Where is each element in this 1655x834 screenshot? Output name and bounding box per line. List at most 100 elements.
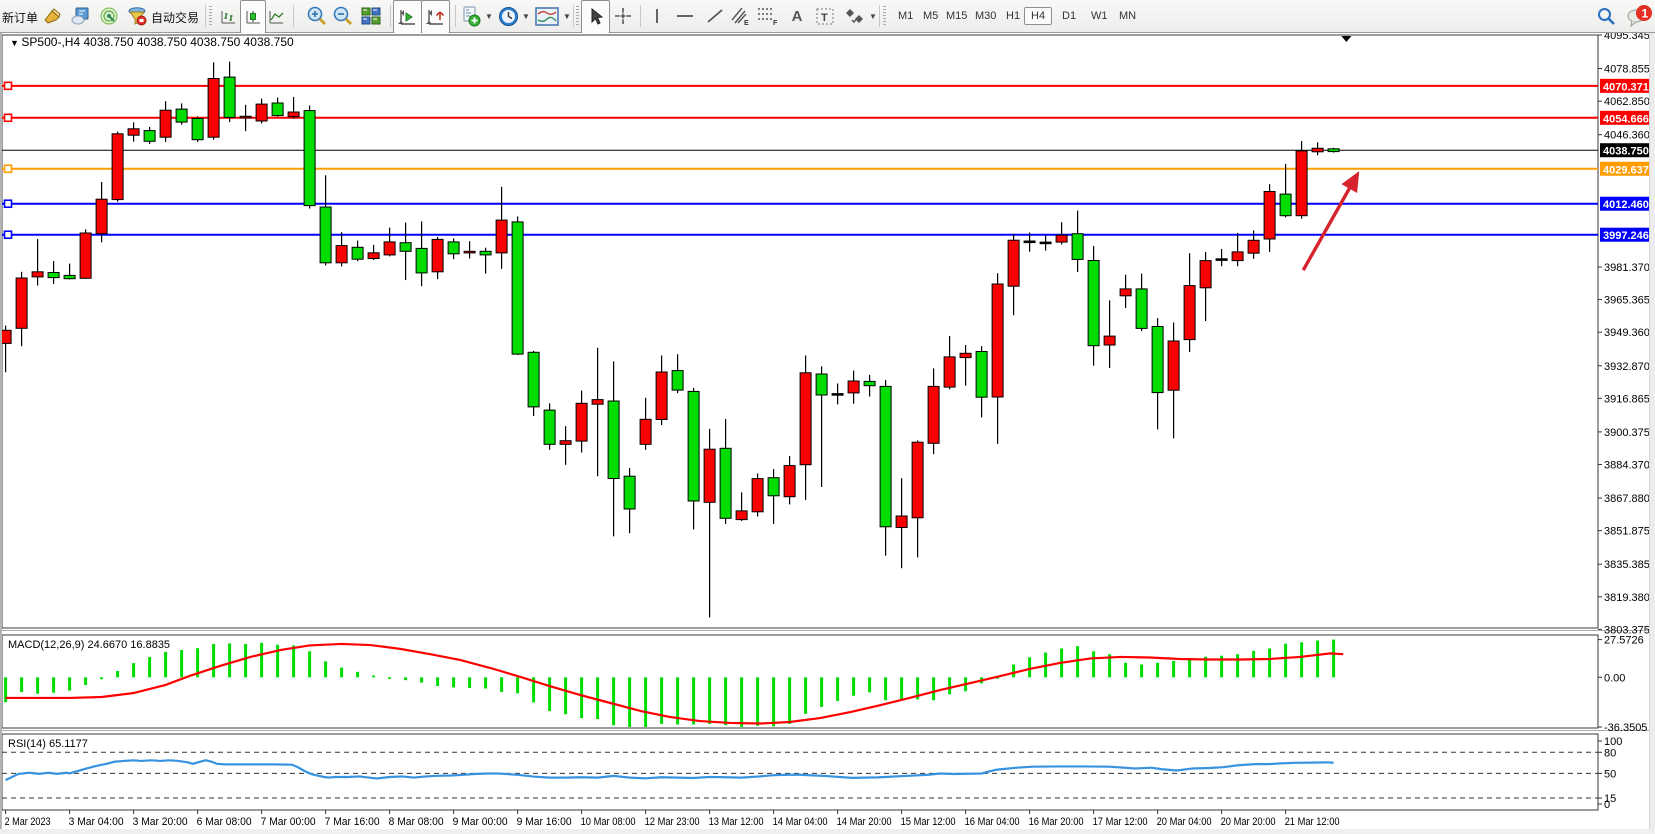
crosshair-tool-button[interactable] [610, 0, 636, 32]
template-button[interactable] [534, 0, 560, 32]
timeframe-button-W1[interactable]: W1 [1084, 0, 1115, 32]
candle-body-up[interactable] [239, 115, 252, 119]
notifications-button[interactable]: 1 [1624, 0, 1654, 32]
candle-body-up[interactable] [735, 510, 748, 521]
candle-body-up[interactable] [95, 198, 108, 235]
bar-chart-mode-button[interactable] [216, 0, 242, 34]
arrows-tool-dropdown[interactable]: ▼ [869, 11, 877, 21]
candle-body-down[interactable] [671, 370, 684, 391]
timeframe-button-MN[interactable]: MN [1112, 0, 1143, 32]
candle-body-up[interactable] [1055, 234, 1068, 243]
candle-body-doji[interactable] [1023, 240, 1036, 244]
macd-panel[interactable] [1, 634, 1599, 729]
candle-body-up[interactable] [1103, 335, 1116, 346]
candle-body-doji[interactable] [1215, 258, 1228, 261]
text-label-tool-button[interactable]: T [813, 0, 837, 32]
autotrade-icon[interactable] [126, 0, 148, 32]
candle-body-down[interactable] [175, 108, 188, 123]
price-line-handle[interactable] [3, 164, 13, 174]
line-chart-mode-button[interactable] [264, 0, 290, 34]
new-order-button[interactable]: 新订单 [0, 0, 40, 34]
candle-body-down[interactable] [47, 271, 60, 279]
candle-body-down[interactable] [479, 250, 492, 256]
candle-body-up[interactable] [847, 380, 860, 394]
equidistant-channel-tool-button[interactable]: E [728, 0, 752, 32]
fibonacci-tool-button[interactable]: F [755, 0, 781, 32]
candle-body-down[interactable] [687, 390, 700, 502]
timeframe-button-M5[interactable]: M5 [916, 0, 945, 32]
candle-body-up[interactable] [79, 232, 92, 279]
candle-body-down[interactable] [767, 477, 780, 497]
candle-body-down[interactable] [415, 247, 428, 274]
period-button[interactable] [496, 0, 520, 32]
candle-body-up[interactable] [1263, 190, 1276, 240]
timeframe-button-H1[interactable]: H1 [999, 0, 1027, 32]
toolbar-drag-handle[interactable] [883, 6, 886, 26]
candle-body-down[interactable] [1327, 148, 1340, 153]
candle-body-down[interactable] [511, 221, 524, 355]
candle-body-up[interactable] [895, 515, 908, 529]
add-indicator-button[interactable] [459, 0, 483, 32]
candle-body-up[interactable] [495, 219, 508, 254]
candle-body-up[interactable] [655, 371, 668, 420]
candle-body-up[interactable] [111, 133, 124, 201]
candle-body-down[interactable] [975, 351, 988, 398]
candle-body-up[interactable] [1311, 147, 1324, 153]
price-chart-canvas[interactable]: 4095.345 4078.855 4062.850 4046.360 3981.370… [0, 33, 1655, 834]
price-line-handle[interactable] [3, 81, 13, 91]
main-chart-panel[interactable] [1, 34, 1599, 629]
candle-body-up[interactable] [431, 238, 444, 273]
rsi-panel[interactable] [1, 733, 1599, 811]
add-indicator-dropdown[interactable]: ▼ [485, 11, 493, 21]
candle-body-down[interactable] [223, 76, 236, 118]
candle-body-up[interactable] [335, 245, 348, 264]
candle-body-down[interactable] [63, 274, 76, 280]
price-line-handle[interactable] [3, 113, 13, 123]
candle-body-down[interactable] [447, 241, 460, 255]
terminal-icon[interactable] [70, 0, 92, 32]
candle-body-up[interactable] [1183, 285, 1196, 341]
candle-body-down[interactable] [1151, 326, 1164, 394]
timeframe-button-M1[interactable]: M1 [891, 0, 920, 32]
arrows-tool-button[interactable] [842, 0, 868, 32]
candle-body-up[interactable] [367, 252, 380, 260]
candle-body-up[interactable] [591, 399, 604, 405]
candle-body-up[interactable] [911, 441, 924, 519]
candle-body-up[interactable] [159, 109, 172, 138]
candle-body-down[interactable] [351, 246, 364, 260]
toolbar-drag-handle[interactable] [209, 6, 212, 26]
candle-body-up[interactable] [1231, 251, 1244, 262]
search-icon[interactable] [1594, 0, 1618, 32]
candle-body-up[interactable] [1199, 260, 1212, 289]
candle-body-up[interactable] [575, 402, 588, 442]
candle-body-up[interactable] [751, 478, 764, 513]
period-dropdown[interactable]: ▼ [522, 11, 530, 21]
candle-body-down[interactable] [1087, 260, 1100, 347]
candle-body-down[interactable] [1279, 193, 1292, 217]
timeframe-button-M15[interactable]: M15 [939, 0, 974, 32]
strategy-tester-icon[interactable] [98, 0, 120, 32]
vertical-line-tool-button[interactable] [645, 0, 669, 32]
candle-body-up[interactable] [1119, 288, 1132, 297]
candle-body-down[interactable] [399, 242, 412, 252]
candle-body-down[interactable] [143, 130, 156, 142]
timeframe-button-M30[interactable]: M30 [968, 0, 1003, 32]
market-watch-icon[interactable] [42, 0, 64, 32]
candle-body-up[interactable] [799, 372, 812, 466]
candle-body-up[interactable] [703, 448, 716, 503]
candle-body-up[interactable] [287, 111, 300, 118]
price-line-handle[interactable] [3, 199, 13, 209]
template-dropdown[interactable]: ▼ [563, 11, 571, 21]
candle-body-down[interactable] [319, 206, 332, 264]
candle-body-down[interactable] [527, 351, 540, 408]
trendline-tool-button[interactable] [702, 0, 728, 32]
candle-body-down[interactable] [191, 117, 204, 141]
candle-body-up[interactable] [15, 277, 28, 329]
candle-body-up[interactable] [943, 356, 956, 388]
candle-body-down[interactable] [623, 475, 636, 510]
candle-body-up[interactable] [783, 465, 796, 498]
trend-arrow-head[interactable] [1341, 171, 1360, 193]
tile-windows-button[interactable] [357, 0, 385, 32]
candle-body-down[interactable] [815, 373, 828, 396]
candle-body-up[interactable] [207, 77, 220, 138]
